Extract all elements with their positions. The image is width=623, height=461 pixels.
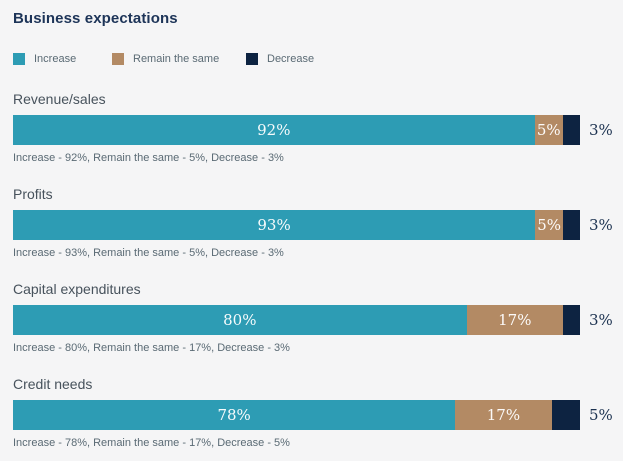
bar-groups: Revenue/sales 92% 5% 3% Increase - 92%, … bbox=[13, 91, 613, 450]
bar-caption: Increase - 78%, Remain the same - 17%, D… bbox=[13, 437, 290, 449]
increase-swatch-icon bbox=[13, 52, 25, 65]
stacked-bar: 78% 17% bbox=[13, 400, 580, 430]
stacked-bar: 92% 5% bbox=[13, 115, 580, 145]
decrease-swatch-icon bbox=[246, 52, 258, 65]
remain-same-segment: 5% bbox=[535, 210, 564, 240]
legend-item-decrease: Decrease bbox=[246, 52, 315, 65]
category-label: Revenue/sales bbox=[13, 91, 106, 107]
remain-same-value-label: 5% bbox=[536, 121, 561, 139]
bar-caption: Increase - 92%, Remain the same - 5%, De… bbox=[13, 152, 284, 164]
legend-item-increase: Increase bbox=[13, 52, 112, 65]
legend-label: Remain the same bbox=[133, 52, 220, 65]
legend: Increase Remain the same Decrease bbox=[13, 52, 610, 65]
category-label: Capital expenditures bbox=[13, 281, 141, 297]
decrease-segment bbox=[562, 305, 580, 335]
remain-same-value-label: 5% bbox=[537, 216, 562, 234]
bar-group: Revenue/sales 92% 5% 3% Increase - 92%, … bbox=[13, 91, 613, 165]
bar-group: Capital expenditures 80% 17% 3% Increase… bbox=[13, 281, 613, 355]
bar-group: Credit needs 78% 17% 5% Increase - 78%, … bbox=[13, 376, 613, 450]
increase-value-label: 93% bbox=[257, 216, 291, 234]
decrease-value-label: 3% bbox=[589, 216, 613, 234]
increase-value-label: 92% bbox=[257, 121, 291, 139]
decrease-value-label: 5% bbox=[589, 406, 613, 424]
page-title: Business expectations bbox=[13, 10, 178, 27]
decrease-segment bbox=[563, 210, 580, 240]
category-label: Profits bbox=[13, 186, 53, 202]
bar-row: 80% 17% 3% bbox=[13, 305, 613, 335]
increase-value-label: 80% bbox=[223, 311, 257, 329]
increase-segment: 78% bbox=[13, 400, 456, 430]
remain-same-segment: 5% bbox=[534, 115, 563, 145]
increase-segment: 92% bbox=[13, 115, 535, 145]
category-label: Credit needs bbox=[13, 376, 93, 392]
remain-same-segment: 17% bbox=[466, 305, 563, 335]
bar-group: Profits 93% 5% 3% Increase - 93%, Remain… bbox=[13, 186, 613, 260]
bar-caption: Increase - 80%, Remain the same - 17%, D… bbox=[13, 342, 290, 354]
stacked-bar: 93% 5% bbox=[13, 210, 580, 240]
decrease-segment bbox=[551, 400, 580, 430]
decrease-value-label: 3% bbox=[589, 311, 613, 329]
bar-row: 78% 17% 5% bbox=[13, 400, 613, 430]
remain-same-value-label: 17% bbox=[486, 406, 521, 424]
legend-item-remain-same: Remain the same bbox=[112, 52, 246, 65]
remain-same-segment: 17% bbox=[455, 400, 552, 430]
bar-caption: Increase - 93%, Remain the same - 5%, De… bbox=[13, 247, 284, 259]
increase-value-label: 78% bbox=[217, 406, 251, 424]
increase-segment: 80% bbox=[13, 305, 467, 335]
decrease-segment bbox=[562, 115, 580, 145]
decrease-value-label: 3% bbox=[589, 121, 613, 139]
increase-segment: 93% bbox=[13, 210, 536, 240]
legend-label: Increase bbox=[34, 52, 77, 65]
bar-row: 92% 5% 3% bbox=[13, 115, 613, 145]
remain-same-swatch-icon bbox=[112, 52, 124, 65]
remain-same-value-label: 17% bbox=[498, 311, 532, 329]
legend-label: Decrease bbox=[267, 52, 315, 65]
bar-row: 93% 5% 3% bbox=[13, 210, 613, 240]
stacked-bar: 80% 17% bbox=[13, 305, 580, 335]
